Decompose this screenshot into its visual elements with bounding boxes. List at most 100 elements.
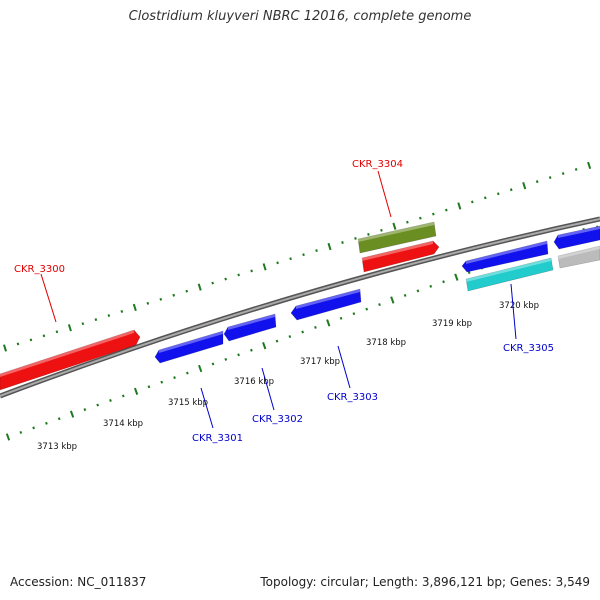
backbone-inner [0,218,600,397]
tick-mark [470,200,474,204]
gene-label-text: CKR_3301 [192,433,243,444]
tick-mark [186,371,189,375]
tick-mark [403,293,407,297]
gene-label-CKR_3304[interactable]: CKR_3304 [352,159,403,218]
tick-mark [378,303,381,307]
gene-next-gene[interactable] [553,225,600,250]
tick-mark [146,301,150,305]
tick-mark [390,296,395,304]
tick-mark [262,263,267,271]
tick-mark [3,344,7,352]
tick-mark [392,222,397,230]
gene-body [557,245,600,269]
tick-mark [224,357,228,361]
tick-mark [32,426,35,430]
tick-mark [365,307,369,311]
tick-mark [42,334,46,338]
tick-mark [160,380,164,384]
tick-mark [132,303,137,312]
tick-mark [120,310,124,313]
gene-highlight [0,330,134,377]
leader-line [40,273,57,323]
tick-mark [133,387,139,395]
gene-track [0,221,600,391]
tick-mark [197,283,202,291]
leader-line [200,387,214,429]
tick-mark [94,318,98,322]
topology-text: Topology: circular; Length: 3,896,121 bp… [260,575,590,589]
leader-line [261,367,275,411]
gene-CKR_3304-feature[interactable] [357,221,437,254]
tick-mark [57,417,61,421]
kbp-label: 3720 kbp [499,301,539,311]
tick-mark [442,280,445,284]
tick-mark [211,362,215,366]
tick-mark [429,284,433,288]
gene-label-CKR_3301[interactable]: CKR_3301 [192,387,243,444]
gene-highlight [558,226,600,238]
kbp-label: 3717 kbp [300,357,340,367]
gene-label-CKR_3302[interactable]: CKR_3302 [252,367,303,425]
tick-mark [159,297,163,301]
tick-mark [224,277,227,281]
tick-mark [55,330,59,334]
tick-mark [314,325,317,329]
tick-mark [341,241,344,244]
tick-mark [416,289,420,293]
tick-mark [211,281,215,285]
kbp-label: 3715 kbp [168,398,208,408]
gene-body [357,221,437,254]
gene-label-text: CKR_3302 [252,414,303,425]
gene-highlight [466,258,551,282]
upper-tick-track [3,161,592,352]
gene-highlight [228,314,275,330]
gene-CKR_3301[interactable] [154,330,224,364]
gene-body [290,288,362,321]
tick-mark [96,403,100,407]
tick-mark [406,220,409,224]
tick-mark [173,376,176,380]
gene-highlight [558,246,600,259]
tick-mark [237,353,240,357]
tick-mark [29,338,33,342]
tick-mark [147,385,151,389]
gene-highlight [358,222,434,242]
tick-mark [19,430,23,434]
tick-mark [419,216,422,220]
gene-highlight [362,241,433,261]
gene-highlight [296,289,360,309]
gene-label-text: CKR_3305 [503,343,554,354]
gene-next-feature[interactable] [557,245,600,269]
gene-label-text: CKR_3304 [352,159,403,170]
tick-mark [548,176,552,180]
tick-mark [315,249,318,253]
gene-highlight [159,331,223,353]
tick-mark [483,196,487,200]
gene-label-text: CKR_3300 [14,264,65,275]
tick-mark [457,202,462,210]
gene-CKR_3305[interactable] [461,240,549,273]
tick-mark [109,399,112,402]
tick-mark [445,208,448,212]
kbp-label: 3714 kbp [103,419,143,429]
gene-body [361,240,440,273]
tick-mark [367,232,370,236]
tick-mark [380,228,383,232]
tick-mark [81,322,85,326]
gene-CKR_3302[interactable] [223,313,277,342]
gene-label-CKR_3300[interactable]: CKR_3300 [14,264,65,323]
tick-mark [276,261,279,265]
gene-body [553,225,600,250]
gene-CKR_3303[interactable] [290,288,362,321]
gene-label-CKR_3305[interactable]: CKR_3305 [503,283,554,354]
tick-mark [107,314,111,317]
gene-label-CKR_3303[interactable]: CKR_3303 [327,345,378,403]
gene-CKR_3305-feature[interactable] [465,257,554,292]
gene-CKR_3300[interactable] [0,329,141,391]
tick-mark [288,335,292,339]
tick-mark [262,342,267,350]
tick-mark [301,330,304,334]
gene-CKR_3304[interactable] [361,240,440,273]
tick-mark [69,410,75,418]
gene-label-text: CKR_3303 [327,392,378,403]
